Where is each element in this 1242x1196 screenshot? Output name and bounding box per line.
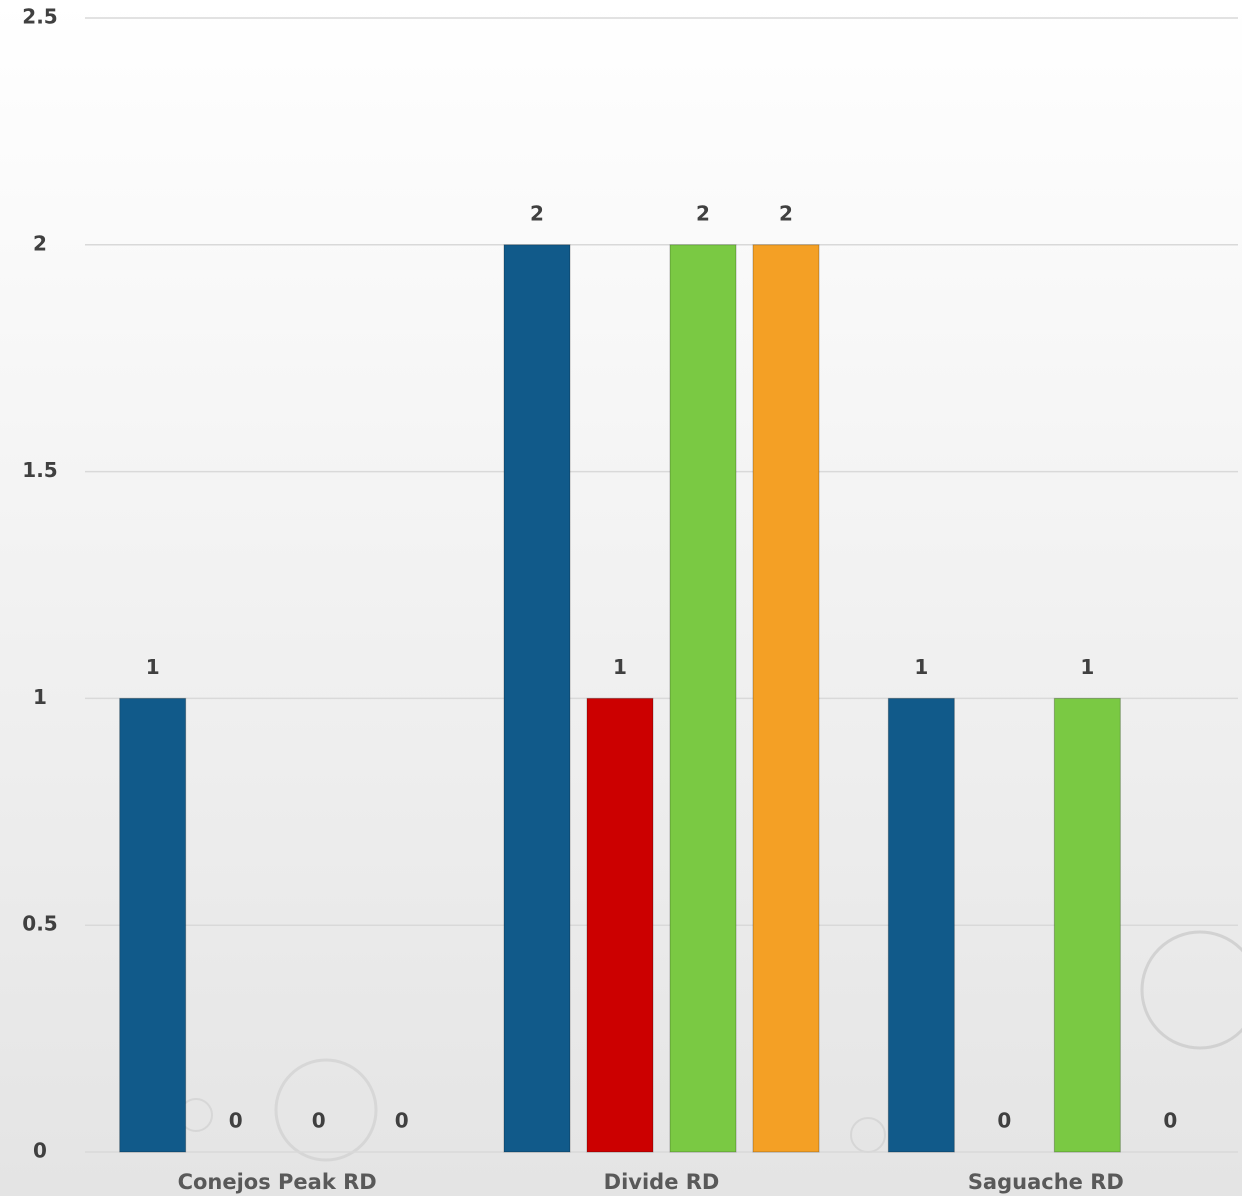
- data-label: 0: [312, 1109, 326, 1133]
- bar: [752, 244, 820, 1153]
- y-tick-label: 0.5: [22, 912, 57, 936]
- data-label: 0: [997, 1109, 1011, 1133]
- bar: [119, 697, 187, 1153]
- data-label: 1: [613, 655, 627, 679]
- data-label: 1: [914, 655, 928, 679]
- x-tick-label: Conejos Peak RD: [178, 1170, 377, 1194]
- bar: [887, 697, 955, 1153]
- bar: [503, 244, 571, 1153]
- x-tick-label: Saguache RD: [968, 1170, 1124, 1194]
- decor-bubble: [1140, 930, 1242, 1050]
- data-label: 1: [1080, 655, 1094, 679]
- bar: [586, 697, 654, 1153]
- data-label: 2: [779, 201, 793, 225]
- y-tick-label: 2.5: [22, 5, 57, 29]
- y-tick-label: 2: [33, 231, 47, 255]
- data-label: 1: [146, 655, 160, 679]
- x-tick-label: Divide RD: [604, 1170, 720, 1194]
- decor-bubble: [274, 1058, 378, 1162]
- y-tick-label: 1: [33, 685, 47, 709]
- data-label: 2: [696, 201, 710, 225]
- data-label: 0: [1163, 1109, 1177, 1133]
- y-tick-label: 0: [33, 1139, 47, 1163]
- y-tick-label: 1.5: [22, 458, 57, 482]
- data-label: 2: [530, 201, 544, 225]
- data-label: 0: [229, 1109, 243, 1133]
- bar: [669, 244, 737, 1153]
- data-label: 0: [395, 1109, 409, 1133]
- bar: [1053, 697, 1121, 1153]
